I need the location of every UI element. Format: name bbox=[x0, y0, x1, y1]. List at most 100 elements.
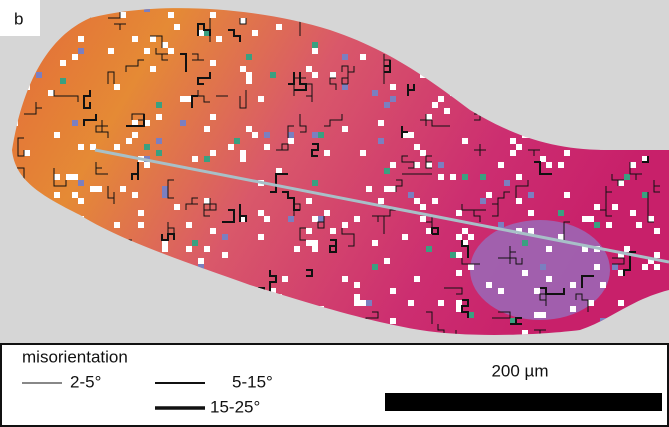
map-pixel bbox=[312, 240, 318, 246]
map-pixel bbox=[444, 108, 450, 114]
map-pixel bbox=[66, 174, 72, 180]
grain-boundary bbox=[197, 72, 211, 85]
map-pixel bbox=[390, 288, 396, 294]
map-pixel bbox=[258, 96, 264, 102]
map-pixel bbox=[354, 294, 360, 300]
map-pixel bbox=[564, 192, 570, 198]
map-pixel bbox=[390, 84, 396, 90]
map-pixel bbox=[312, 132, 318, 138]
grain-boundary bbox=[329, 239, 337, 253]
map-pixel bbox=[198, 258, 204, 264]
map-pixel bbox=[228, 144, 234, 150]
map-pixel bbox=[144, 120, 150, 126]
map-pixel bbox=[144, 144, 150, 150]
map-pixel bbox=[450, 174, 456, 180]
map-pixel bbox=[168, 12, 174, 18]
grain-boundary bbox=[317, 216, 325, 229]
map-pixel bbox=[342, 222, 348, 228]
map-pixel bbox=[264, 144, 270, 150]
grain-boundary bbox=[383, 209, 396, 234]
map-pixel bbox=[60, 60, 66, 66]
grain-boundary bbox=[407, 84, 415, 96]
map-pixel bbox=[588, 300, 594, 306]
map-pixel bbox=[612, 204, 618, 210]
map-pixel bbox=[306, 66, 312, 72]
grain-boundary bbox=[83, 90, 91, 109]
grain-boundary bbox=[288, 72, 295, 85]
grain-boundary bbox=[492, 311, 511, 319]
map-pixel bbox=[462, 174, 468, 180]
map-pixel bbox=[312, 42, 318, 48]
legend-box bbox=[0, 343, 669, 427]
map-pixel bbox=[306, 228, 312, 234]
map-pixel bbox=[162, 240, 168, 246]
grain-boundary bbox=[395, 179, 403, 192]
map-pixel bbox=[528, 210, 534, 216]
map-pixel bbox=[528, 192, 534, 198]
map-pixel bbox=[210, 12, 216, 18]
map-pixel bbox=[210, 114, 216, 120]
map-pixel bbox=[468, 312, 474, 318]
map-pixel bbox=[78, 198, 84, 204]
map-pixel bbox=[642, 264, 648, 270]
map-pixel bbox=[462, 138, 468, 144]
grain-boundary bbox=[311, 143, 319, 157]
legend-label: 5-15° bbox=[232, 372, 273, 391]
grain-boundary bbox=[239, 204, 247, 222]
map-pixel bbox=[198, 30, 204, 36]
map-pixel bbox=[588, 216, 594, 222]
map-pixel bbox=[420, 216, 426, 222]
map-pixel bbox=[618, 180, 624, 186]
map-pixel bbox=[264, 216, 270, 222]
map-pixel bbox=[252, 30, 258, 36]
map-pixel bbox=[72, 120, 78, 126]
map-pixel bbox=[186, 96, 192, 102]
map-pixel bbox=[132, 192, 138, 198]
profile-line bbox=[94, 148, 669, 264]
map-pixel bbox=[258, 234, 264, 240]
grain-boundary bbox=[192, 53, 204, 61]
map-pixel bbox=[414, 144, 420, 150]
grain-boundary bbox=[185, 197, 198, 210]
map-pixel bbox=[90, 186, 96, 192]
grain-boundary bbox=[629, 162, 642, 180]
grain-boundary bbox=[239, 90, 247, 109]
map-pixel bbox=[414, 162, 420, 168]
grain-boundary bbox=[647, 192, 654, 223]
map-pixel bbox=[276, 168, 282, 174]
map-pixel bbox=[456, 234, 462, 240]
grain-boundary bbox=[420, 114, 432, 126]
map-pixel bbox=[648, 216, 654, 222]
map-pixel bbox=[432, 198, 438, 204]
map-pixel bbox=[426, 114, 432, 120]
grain-boundary bbox=[431, 227, 439, 235]
map-pixel bbox=[390, 318, 396, 324]
grain-boundary bbox=[228, 29, 241, 42]
grain-boundary bbox=[623, 251, 636, 276]
map-pixel bbox=[192, 156, 198, 162]
grain-boundary bbox=[180, 53, 187, 72]
map-pixel bbox=[462, 240, 468, 246]
grain-boundary bbox=[329, 77, 337, 90]
grain-boundary bbox=[461, 299, 469, 318]
map-pixel bbox=[570, 282, 576, 288]
map-pixel bbox=[390, 96, 396, 102]
map-pixel bbox=[522, 240, 528, 246]
map-pixel bbox=[156, 138, 162, 144]
map-pixel bbox=[306, 198, 312, 204]
grain-boundary bbox=[276, 143, 289, 151]
map-pixel bbox=[144, 48, 150, 54]
panel-label-box bbox=[0, 0, 40, 36]
grain-boundary bbox=[287, 125, 294, 138]
map-pixel bbox=[594, 264, 600, 270]
map-pixel bbox=[516, 144, 522, 150]
map-pixel bbox=[222, 234, 228, 240]
map-pixel bbox=[384, 258, 390, 264]
map-pixel bbox=[624, 246, 630, 252]
map-pixel bbox=[540, 264, 546, 270]
map-pixel bbox=[486, 282, 492, 288]
map-pixel bbox=[624, 174, 630, 180]
map-pixel bbox=[312, 48, 318, 54]
map-pixel bbox=[192, 240, 198, 246]
map-pixel bbox=[516, 174, 522, 180]
